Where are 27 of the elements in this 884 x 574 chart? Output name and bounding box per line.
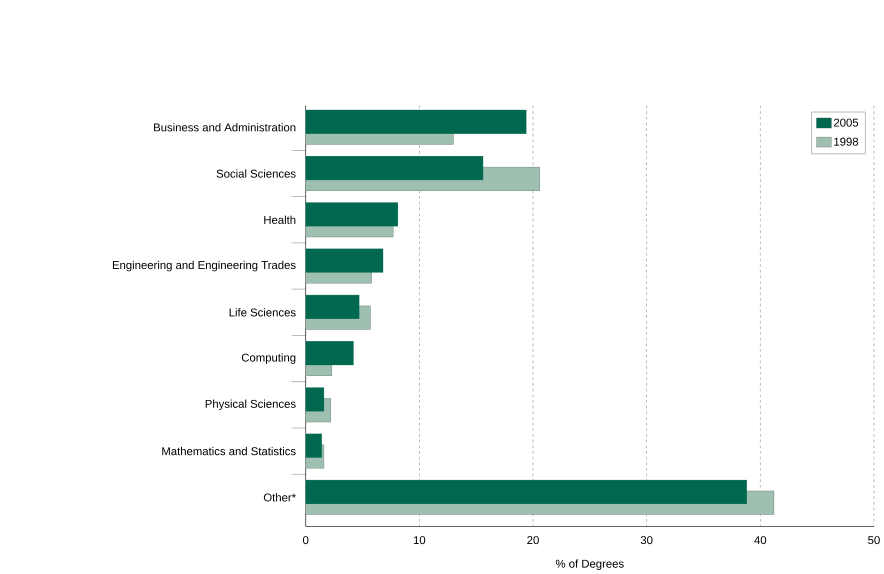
y-tick-label: Physical Sciences <box>206 400 296 410</box>
bar <box>306 388 324 412</box>
x-tick-label: 10 <box>414 536 426 544</box>
x-tick-label: 50 <box>868 536 880 544</box>
bar <box>306 295 360 319</box>
y-tick-label: Computing <box>242 353 296 364</box>
bar <box>306 202 398 226</box>
x-tick-label: 0 <box>303 536 308 544</box>
y-tick-label: Engineering and Engineering Trades <box>112 260 296 272</box>
x-axis-title: % of Degrees <box>556 560 624 570</box>
y-tick-label: Other* <box>264 493 296 502</box>
bar <box>306 480 747 504</box>
x-tick-label: 30 <box>640 536 652 544</box>
legend-label: 1998 <box>834 138 858 146</box>
y-tick-label: Health <box>264 216 296 224</box>
bar <box>306 434 322 458</box>
bar <box>306 341 354 366</box>
bar <box>306 156 484 180</box>
y-tick-label: Life Sciences <box>230 308 296 317</box>
x-tick-label: 20 <box>527 536 539 544</box>
bar <box>306 248 384 273</box>
x-tick-label: 40 <box>754 536 766 544</box>
bar <box>306 110 526 134</box>
y-tick-label: Social Sciences <box>216 169 296 178</box>
legend-label: 2005 <box>834 118 858 127</box>
y-tick-label: Mathematics and Statistics <box>162 447 296 456</box>
y-tick-label: Business and Administration <box>154 123 296 132</box>
